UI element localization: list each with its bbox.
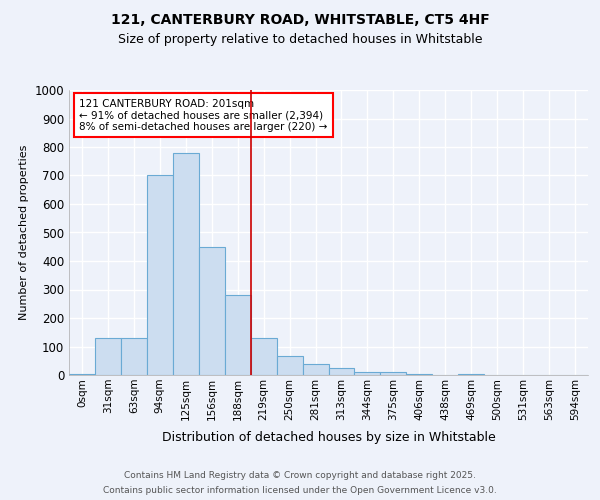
X-axis label: Distribution of detached houses by size in Whitstable: Distribution of detached houses by size …: [161, 431, 496, 444]
Y-axis label: Number of detached properties: Number of detached properties: [19, 145, 29, 320]
Text: Size of property relative to detached houses in Whitstable: Size of property relative to detached ho…: [118, 32, 482, 46]
Bar: [458, 374, 484, 375]
Bar: [406, 374, 432, 375]
Bar: [380, 372, 406, 375]
Bar: [95, 338, 121, 375]
Bar: [302, 364, 329, 375]
Bar: [277, 356, 302, 375]
Bar: [69, 374, 95, 375]
Text: Contains HM Land Registry data © Crown copyright and database right 2025.: Contains HM Land Registry data © Crown c…: [124, 471, 476, 480]
Bar: [251, 338, 277, 375]
Text: 121, CANTERBURY ROAD, WHITSTABLE, CT5 4HF: 121, CANTERBURY ROAD, WHITSTABLE, CT5 4H…: [110, 12, 490, 26]
Bar: [355, 372, 380, 375]
Text: Contains public sector information licensed under the Open Government Licence v3: Contains public sector information licen…: [103, 486, 497, 495]
Bar: [225, 295, 251, 375]
Bar: [329, 368, 355, 375]
Bar: [173, 152, 199, 375]
Bar: [147, 176, 173, 375]
Bar: [199, 246, 224, 375]
Bar: [121, 338, 147, 375]
Text: 121 CANTERBURY ROAD: 201sqm
← 91% of detached houses are smaller (2,394)
8% of s: 121 CANTERBURY ROAD: 201sqm ← 91% of det…: [79, 98, 328, 132]
